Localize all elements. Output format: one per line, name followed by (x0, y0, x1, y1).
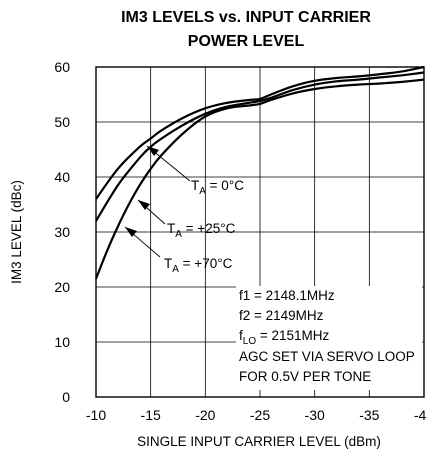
y-tick-20: 20 (54, 279, 70, 295)
y-tick-30: 30 (54, 224, 70, 240)
x-tick-15: -15 (141, 407, 161, 423)
label-leaders (124, 145, 191, 258)
x-tick-20: -20 (195, 407, 215, 423)
label-ta-70c: TA = +70°C (164, 256, 233, 275)
y-tick-0: 0 (62, 389, 70, 405)
annotation-background (236, 286, 422, 390)
annotation-f1: f1 = 2148.1MHz (239, 288, 335, 303)
label-ta-25c: TA = +25°C (167, 221, 236, 240)
annotation-f2: f2 = 2149MHz (239, 308, 324, 323)
y-tick-60: 60 (54, 59, 70, 75)
annotation-agc-line-1: AGC SET VIA SERVO LOOP (239, 349, 415, 364)
x-tick-35: -35 (359, 407, 379, 423)
label-ta-0c: TA = 0°C (191, 178, 244, 197)
chart-title-line-2: POWER LEVEL (188, 33, 305, 50)
series-ta-0c (95, 65, 425, 200)
y-axis-label: IM3 LEVEL (dBc) (9, 180, 24, 284)
x-tick-10: -10 (86, 407, 106, 423)
y-tick-10: 10 (54, 334, 70, 350)
x-axis-label: SINGLE INPUT CARRIER LEVEL (dBm) (137, 434, 381, 449)
arrow-70c (125, 227, 137, 237)
y-tick-50: 50 (54, 114, 70, 130)
arrow-25c (138, 200, 150, 210)
y-tick-40: 40 (54, 169, 70, 185)
x-tick-30: -30 (305, 407, 325, 423)
y-tick-labels: 0 10 20 30 40 50 60 (54, 59, 70, 405)
x-tick-40: -40 (414, 407, 426, 423)
series-ta-70c (94, 78, 425, 280)
plot-frame (95, 66, 425, 398)
annotation-flo: fLO = 2151MHz (239, 328, 330, 347)
annotation-agc-line-2: FOR 0.5V PER TONE (239, 369, 371, 384)
x-tick-labels: -10 -15 -20 -25 -30 -35 -40 (86, 407, 426, 423)
x-tick-25: -25 (250, 407, 270, 423)
arrow-0c (147, 146, 159, 156)
chart-title-line-1: IM3 LEVELS vs. INPUT CARRIER (121, 9, 371, 26)
